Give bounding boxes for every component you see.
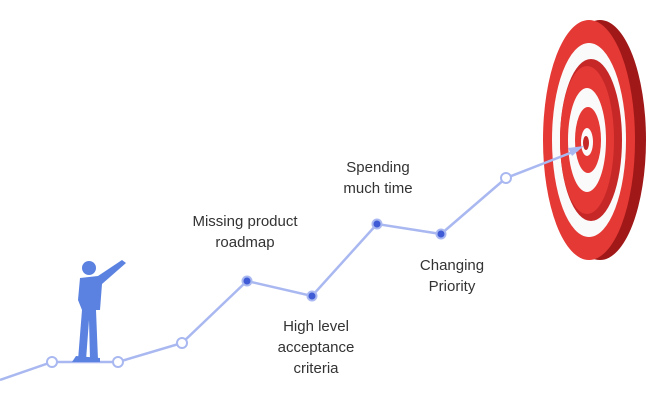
person [72, 260, 126, 362]
label-line: Priority [429, 278, 476, 295]
label-line: Changing [420, 257, 484, 274]
target [543, 20, 646, 260]
label-line: Missing product [192, 213, 298, 230]
label-line: acceptance [278, 339, 355, 356]
label-line: High level [283, 318, 349, 335]
label-line: Spending [346, 159, 409, 176]
label-line: much time [343, 180, 412, 197]
label-line: criteria [293, 360, 339, 377]
label-line: roadmap [215, 234, 274, 251]
